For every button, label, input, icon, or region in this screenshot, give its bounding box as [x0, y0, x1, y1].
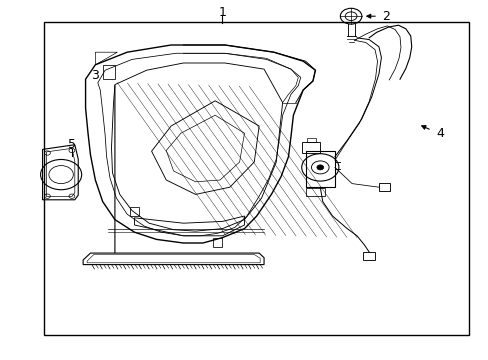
Bar: [378, 183, 389, 191]
Bar: [44, 22, 468, 335]
Bar: [363, 252, 374, 260]
Circle shape: [316, 165, 323, 170]
Text: 1: 1: [218, 6, 226, 19]
Bar: [306, 138, 315, 142]
Text: 5: 5: [68, 138, 76, 151]
Text: 2: 2: [382, 10, 389, 23]
Text: 4: 4: [435, 127, 443, 140]
Text: 3: 3: [91, 69, 99, 82]
